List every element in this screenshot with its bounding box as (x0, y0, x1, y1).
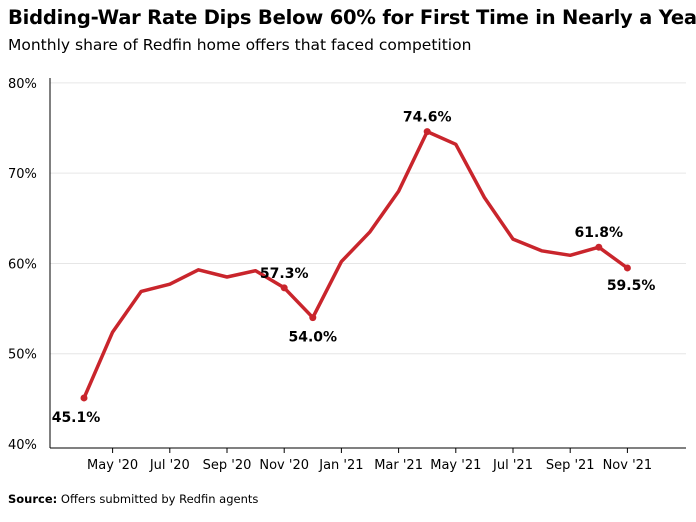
data-point-marker (423, 128, 431, 136)
x-tick-label: Sep '21 (546, 458, 595, 473)
source-label: Source: (8, 492, 58, 506)
y-tick-label: 80% (8, 77, 37, 92)
source-note: Source: Offers submitted by Redfin agent… (8, 492, 258, 506)
x-tick-label: May '21 (430, 458, 481, 473)
data-label: 57.3% (260, 266, 309, 282)
chart-title: Bidding-War Rate Dips Below 60% for Firs… (8, 6, 696, 29)
y-tick-label: 40% (8, 438, 37, 453)
data-label: 74.6% (403, 110, 452, 126)
chart-subtitle: Monthly share of Redfin home offers that… (8, 36, 472, 54)
x-tick-label: Jan '21 (318, 458, 363, 473)
x-tick-label: Nov '21 (603, 458, 653, 473)
x-tick-label: Jul '21 (492, 458, 533, 473)
x-tick-label: May '20 (87, 458, 138, 473)
data-label: 45.1% (52, 410, 101, 426)
x-tick-label: Mar '21 (374, 458, 423, 473)
x-tick-label: Sep '20 (203, 458, 252, 473)
x-tick-label: Jul '20 (149, 458, 190, 473)
data-point-marker (309, 314, 317, 322)
data-label: 54.0% (289, 330, 338, 346)
y-tick-label: 70% (8, 167, 37, 182)
data-point-marker (280, 284, 288, 292)
data-label: 59.5% (607, 278, 656, 294)
y-tick-label: 60% (8, 257, 37, 272)
data-point-marker (80, 394, 88, 402)
data-label: 61.8% (575, 225, 624, 241)
x-tick-label: Nov '20 (259, 458, 309, 473)
data-point-marker (623, 264, 631, 272)
y-tick-label: 50% (8, 348, 37, 363)
data-point-marker (595, 243, 603, 251)
series-line (82, 129, 630, 400)
source-text: Offers submitted by Redfin agents (57, 492, 259, 506)
